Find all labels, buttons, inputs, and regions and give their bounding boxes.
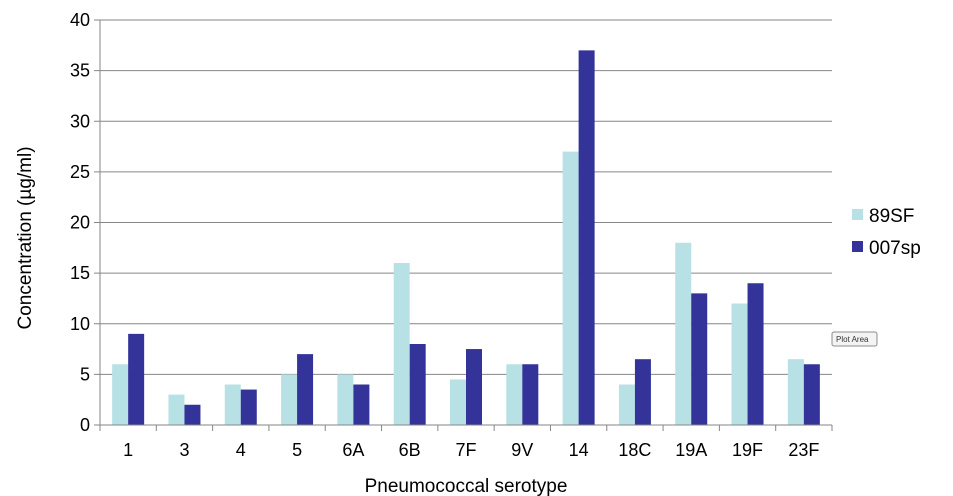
x-axis-title: Pneumococcal serotype (365, 476, 568, 496)
x-tick-label: 19F (732, 440, 763, 460)
bar-89SF-19A (675, 242, 692, 425)
y-tick-label: 0 (80, 415, 90, 435)
bar-007sp-19F (747, 283, 764, 425)
bar-89SF-5 (281, 374, 298, 425)
x-tick-label: 1 (123, 440, 133, 460)
bar-007sp-7F (466, 349, 482, 425)
bar-89SF-9V (506, 364, 523, 425)
x-tick-label: 7F (455, 440, 476, 460)
y-tick-label: 20 (70, 213, 90, 233)
legend-label-007sp: 007sp (869, 238, 921, 259)
x-tick-label: 23F (788, 440, 819, 460)
bar-007sp-19A (691, 293, 708, 425)
bar-007sp-5 (297, 354, 314, 425)
y-tick-label: 10 (70, 314, 90, 334)
y-tick-label: 15 (70, 263, 90, 283)
tooltip-label: Plot Area (836, 335, 869, 344)
axes (99, 20, 832, 426)
bar-007sp-18C (634, 359, 651, 425)
y-axis-title: Concentration (µg/ml) (15, 146, 36, 329)
x-tick-label: 9V (511, 440, 533, 460)
legend-swatch-89SF (852, 209, 863, 220)
bar-89SF-23F (787, 359, 804, 425)
bar-89SF-4 (224, 384, 241, 425)
x-tick-label: 19A (675, 440, 707, 460)
bar-89SF-18C (618, 384, 635, 425)
bar-007sp-14 (578, 50, 595, 425)
legend-label-89SF: 89SF (869, 206, 914, 227)
x-tick-label: 6B (399, 440, 421, 460)
bar-89SF-1 (112, 364, 129, 425)
bar-89SF-19F (731, 303, 748, 425)
y-tick-labels: 0 5 10 15 20 25 30 35 40 (70, 10, 90, 435)
bar-007sp-1 (128, 333, 145, 425)
legend-swatch-007sp (852, 241, 863, 252)
bar-007sp-6B (409, 344, 426, 425)
legend: 89SF 007sp (852, 206, 921, 259)
bar-007sp-6A (353, 384, 370, 425)
bar-007sp-9V (522, 364, 539, 425)
y-tick-label: 35 (70, 61, 90, 81)
bar-89SF-6B (393, 263, 410, 425)
bar-007sp-3 (184, 404, 201, 425)
bar-89SF-6A (337, 374, 354, 425)
y-tick-label: 30 (70, 111, 90, 131)
bar-007sp-23F (803, 364, 820, 425)
x-tick-label: 4 (236, 440, 246, 460)
y-tick-label: 25 (70, 162, 90, 182)
x-tick-label: 3 (179, 440, 189, 460)
bar-89SF-14 (562, 151, 579, 425)
bars (112, 50, 820, 425)
bar-89SF-3 (168, 394, 185, 425)
x-tick-label: 14 (569, 440, 589, 460)
x-tick-label: 6A (342, 440, 364, 460)
y-tick-label: 5 (80, 364, 90, 384)
tooltip-box (831, 331, 878, 347)
x-tick-label: 5 (292, 440, 302, 460)
plot-area-tooltip: Plot Area (831, 331, 878, 347)
y-tick-label: 40 (70, 10, 90, 30)
gridlines (94, 19, 833, 431)
x-tick-labels: 1 3 4 5 6A 6B 7F 9V 14 18C 19A 19F 23F (123, 440, 819, 460)
bar-007sp-4 (240, 389, 257, 425)
x-tick-label: 18C (618, 440, 651, 460)
bar-89SF-7F (450, 379, 466, 425)
